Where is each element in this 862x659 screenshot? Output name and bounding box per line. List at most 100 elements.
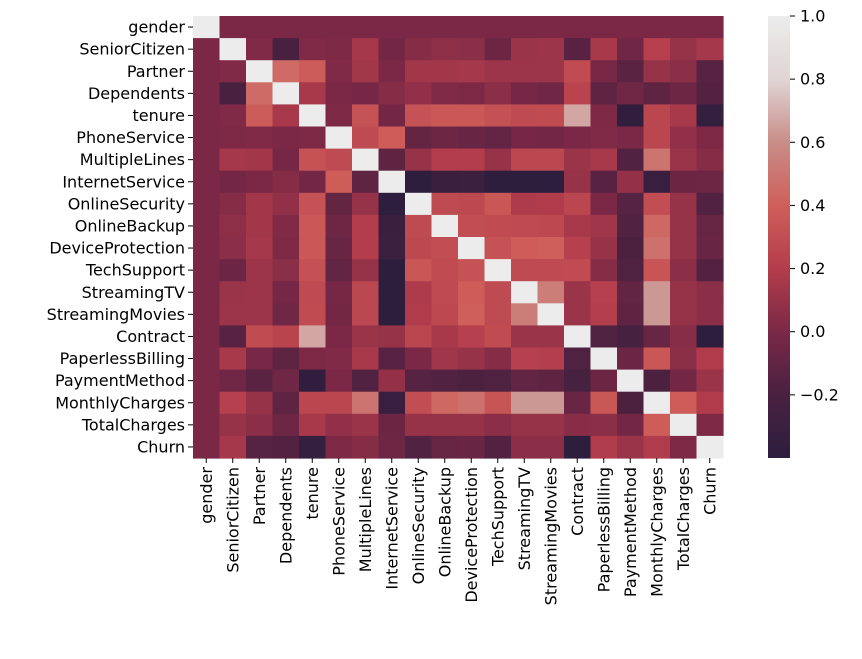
heatmap-cell-MonthlyCharges-TechSupport — [485, 392, 512, 415]
heatmap-cell-TechSupport-PhoneService — [326, 259, 353, 282]
heatmap-cell-SeniorCitizen-Dependents — [273, 38, 300, 61]
heatmap-cell-Partner-MonthlyCharges — [644, 60, 671, 83]
heatmap-cell-MultipleLines-PaperlessBilling — [591, 149, 618, 172]
colorbar-tick-label: 0.4 — [800, 196, 825, 215]
heatmap-cell-Partner-PaperlessBilling — [591, 60, 618, 83]
heatmap-cell-MultipleLines-OnlineBackup — [432, 149, 459, 172]
heatmap-cell-tenure-OnlineSecurity — [405, 104, 432, 127]
heatmap-cell-DeviceProtection-Churn — [697, 237, 724, 260]
heatmap-cell-StreamingTV-PaymentMethod — [617, 281, 644, 304]
y-tick-label: tenure — [133, 106, 185, 125]
heatmap-cell-PaymentMethod-gender — [193, 370, 220, 393]
heatmap-cell-PaperlessBilling-OnlineSecurity — [405, 348, 432, 371]
heatmap-cell-StreamingMovies-tenure — [299, 303, 326, 326]
heatmap-cell-OnlineBackup-Partner — [246, 215, 273, 238]
x-tick-label: Partner — [250, 467, 269, 526]
heatmap-cell-MultipleLines-InternetService — [379, 149, 406, 172]
heatmap-cell-PaperlessBilling-PaymentMethod — [617, 348, 644, 371]
heatmap-cell-PaperlessBilling-MultipleLines — [352, 348, 379, 371]
heatmap-cell-Contract-PaperlessBilling — [591, 325, 618, 348]
heatmap-cell-PhoneService-Partner — [246, 127, 273, 150]
heatmap-cell-MultipleLines-StreamingTV — [511, 149, 538, 172]
y-tick-label: PaperlessBilling — [60, 349, 185, 368]
heatmap-cell-tenure-Contract — [564, 104, 591, 127]
heatmap-cell-MonthlyCharges-gender — [193, 392, 220, 415]
heatmap-cell-Partner-TotalCharges — [670, 60, 697, 83]
heatmap-cell-Churn-PaymentMethod — [617, 436, 644, 459]
heatmap-cell-PaperlessBilling-Churn — [697, 348, 724, 371]
y-tick-label: Churn — [137, 437, 185, 456]
heatmap-cell-DeviceProtection-SeniorCitizen — [220, 237, 247, 260]
heatmap-cell-tenure-StreamingTV — [511, 104, 538, 127]
heatmap-cell-Contract-PaymentMethod — [617, 325, 644, 348]
heatmap-cell-TotalCharges-StreamingMovies — [538, 414, 565, 437]
heatmap-cell-DeviceProtection-MonthlyCharges — [644, 237, 671, 260]
heatmap-cell-OnlineSecurity-InternetService — [379, 193, 406, 216]
heatmap-cell-Dependents-gender — [193, 82, 220, 105]
heatmap-cell-PaperlessBilling-PhoneService — [326, 348, 353, 371]
x-tick-label: PaymentMethod — [621, 467, 640, 597]
heatmap-cell-MonthlyCharges-PaymentMethod — [617, 392, 644, 415]
heatmap-cell-PaymentMethod-TotalCharges — [670, 370, 697, 393]
heatmap-cell-gender-PaymentMethod — [617, 16, 644, 39]
heatmap-cell-PaymentMethod-OnlineBackup — [432, 370, 459, 393]
heatmap-cell-tenure-gender — [193, 104, 220, 127]
heatmap-cell-PaperlessBilling-StreamingTV — [511, 348, 538, 371]
heatmap-cell-PaymentMethod-PhoneService — [326, 370, 353, 393]
heatmap-cell-Dependents-PhoneService — [326, 82, 353, 105]
x-tick-label: TotalCharges — [674, 467, 693, 571]
heatmap-cell-PaperlessBilling-Contract — [564, 348, 591, 371]
heatmap-cell-PaymentMethod-PaperlessBilling — [591, 370, 618, 393]
heatmap-cell-Contract-InternetService — [379, 325, 406, 348]
heatmap-cell-gender-MultipleLines — [352, 16, 379, 39]
heatmap-cell-Contract-StreamingMovies — [538, 325, 565, 348]
heatmap-cell-OnlineSecurity-SeniorCitizen — [220, 193, 247, 216]
heatmap-cell-PhoneService-TotalCharges — [670, 127, 697, 150]
x-tick-label: gender — [197, 467, 216, 524]
heatmap-cell-PhoneService-SeniorCitizen — [220, 127, 247, 150]
heatmap-cell-StreamingTV-MonthlyCharges — [644, 281, 671, 304]
heatmap-cell-PhoneService-tenure — [299, 127, 326, 150]
heatmap-cell-tenure-MultipleLines — [352, 104, 379, 127]
heatmap-cell-SeniorCitizen-StreamingMovies — [538, 38, 565, 61]
heatmap-cell-OnlineBackup-StreamingTV — [511, 215, 538, 238]
heatmap-cell-InternetService-TotalCharges — [670, 171, 697, 194]
heatmap-cell-Contract-tenure — [299, 325, 326, 348]
x-tick-labels: gender SeniorCitizen Partner Dependents tenu… — [197, 458, 720, 605]
heatmap-cell-OnlineSecurity-Partner — [246, 193, 273, 216]
heatmap-cell-MonthlyCharges-MultipleLines — [352, 392, 379, 415]
heatmap-cell-PaperlessBilling-DeviceProtection — [458, 348, 485, 371]
colorbar-tick-label: 1.0 — [800, 7, 825, 26]
heatmap-cell-InternetService-Dependents — [273, 171, 300, 194]
heatmap-cell-DeviceProtection-DeviceProtection — [458, 237, 485, 260]
heatmap-cell-gender-StreamingMovies — [538, 16, 565, 39]
heatmap-cell-SeniorCitizen-TechSupport — [485, 38, 512, 61]
heatmap-cell-InternetService-MonthlyCharges — [644, 171, 671, 194]
heatmap-cell-InternetService-StreamingMovies — [538, 171, 565, 194]
y-tick-label: PhoneService — [76, 128, 185, 147]
heatmap-cell-TotalCharges-MultipleLines — [352, 414, 379, 437]
heatmap-cell-TotalCharges-Contract — [564, 414, 591, 437]
heatmap-cell-Contract-SeniorCitizen — [220, 325, 247, 348]
heatmap-cell-MultipleLines-MonthlyCharges — [644, 149, 671, 172]
heatmap-cell-StreamingTV-SeniorCitizen — [220, 281, 247, 304]
heatmap-cell-TotalCharges-Churn — [697, 414, 724, 437]
heatmap-cell-TotalCharges-StreamingTV — [511, 414, 538, 437]
heatmap-cell-PaymentMethod-StreamingTV — [511, 370, 538, 393]
heatmap-cell-StreamingTV-PhoneService — [326, 281, 353, 304]
heatmap-cell-Partner-Partner — [246, 60, 273, 83]
heatmap-cell-PhoneService-Contract — [564, 127, 591, 150]
heatmap-cell-Churn-StreamingTV — [511, 436, 538, 459]
y-tick-label: MultipleLines — [80, 150, 185, 169]
heatmap-cell-PhoneService-Churn — [697, 127, 724, 150]
heatmap-cell-tenure-StreamingMovies — [538, 104, 565, 127]
heatmap-cell-MonthlyCharges-tenure — [299, 392, 326, 415]
heatmap-cell-StreamingMovies-MultipleLines — [352, 303, 379, 326]
heatmap-cell-DeviceProtection-Partner — [246, 237, 273, 260]
heatmap-cell-MonthlyCharges-PhoneService — [326, 392, 353, 415]
y-tick-label: StreamingMovies — [47, 305, 185, 324]
x-tick-label: SeniorCitizen — [223, 467, 242, 573]
colorbar-tick-label: 0.6 — [800, 133, 825, 152]
heatmap-cell-SeniorCitizen-Contract — [564, 38, 591, 61]
heatmap-cell-gender-TotalCharges — [670, 16, 697, 39]
